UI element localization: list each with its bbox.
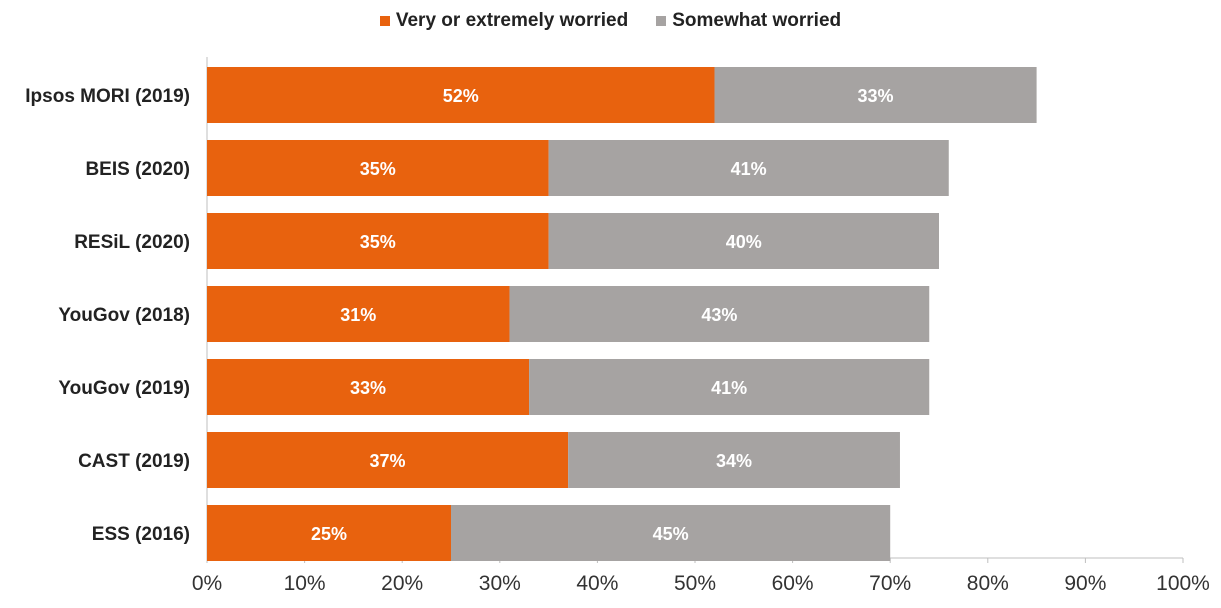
data-label: 31% [340,305,376,325]
bar-very-worried [207,213,549,269]
bar-very-worried [207,286,510,342]
data-label: 33% [350,378,386,398]
data-label: 34% [716,451,752,471]
data-label: 43% [701,305,737,325]
legend-item-very-worried: Very or extremely worried [379,10,629,32]
bar-very-worried [207,359,530,415]
data-label: 41% [711,378,747,398]
category-label: ESS (2016) [92,524,190,545]
x-tick-label: 80% [967,572,1009,595]
bar-very-worried [207,505,451,561]
bar-somewhat-worried [568,432,900,488]
category-label: BEIS (2020) [85,159,190,180]
bar-somewhat-worried [529,359,930,415]
x-tick-label: 10% [284,572,326,595]
legend: Very or extremely worried Somewhat worri… [0,10,1221,32]
x-tick-label: 60% [772,572,814,595]
bar-very-worried [207,67,715,123]
x-tick-label: 20% [381,572,423,595]
data-label: 41% [731,159,767,179]
category-label: CAST (2019) [78,451,190,472]
data-label: 33% [858,86,894,106]
x-tick-label: 30% [479,572,521,595]
data-label: 52% [443,86,479,106]
data-label: 25% [311,524,347,544]
category-label: RESiL (2020) [74,232,190,253]
legend-item-somewhat-worried: Somewhat worried [656,10,841,32]
legend-label-somewhat-worried: Somewhat worried [672,10,842,31]
bar-somewhat-worried [451,505,891,561]
data-label: 40% [726,232,762,252]
x-tick-label: 50% [674,572,716,595]
legend-swatch-somewhat-worried [656,16,667,26]
legend-label-very-worried: Very or extremely worried [395,10,629,31]
x-tick-label: 40% [576,572,618,595]
bar-somewhat-worried [548,140,949,196]
data-label: 45% [653,524,689,544]
category-label: Ipsos MORI (2019) [25,86,190,107]
bar-somewhat-worried [714,67,1037,123]
data-label: 35% [360,232,396,252]
data-label: 35% [360,159,396,179]
data-label: 37% [370,451,406,471]
x-tick-label: 90% [1064,572,1106,595]
category-label: YouGov (2018) [58,305,190,326]
legend-swatch-very-worried [379,16,390,26]
x-tick-label: 0% [192,572,222,595]
bar-somewhat-worried [509,286,930,342]
bar-very-worried [207,432,569,488]
category-label: YouGov (2019) [58,378,190,399]
bar-somewhat-worried [548,213,939,269]
bar-very-worried [207,140,549,196]
x-tick-label: 70% [869,572,911,595]
x-tick-label: 100% [1156,572,1210,595]
